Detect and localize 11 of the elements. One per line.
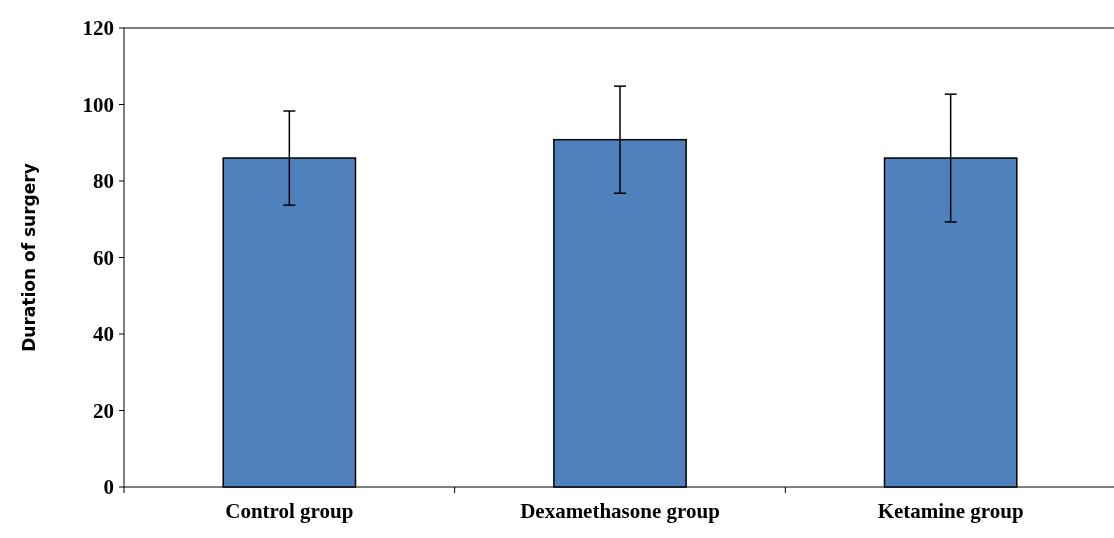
y-tick-label: 60	[93, 245, 114, 270]
x-tick-label: Control group	[225, 499, 354, 523]
y-axis-title: Duration of surgery	[19, 163, 39, 352]
x-tick-label: Dexamethasone group	[520, 499, 720, 523]
y-tick-label: 20	[93, 398, 114, 423]
y-tick-label: 100	[82, 92, 114, 117]
y-tick-label: 120	[82, 16, 114, 41]
y-tick-label: 0	[103, 475, 114, 500]
y-tick-label: 40	[93, 322, 114, 347]
y-tick-label: 80	[93, 169, 114, 194]
x-tick-label: Ketamine group	[877, 499, 1024, 523]
